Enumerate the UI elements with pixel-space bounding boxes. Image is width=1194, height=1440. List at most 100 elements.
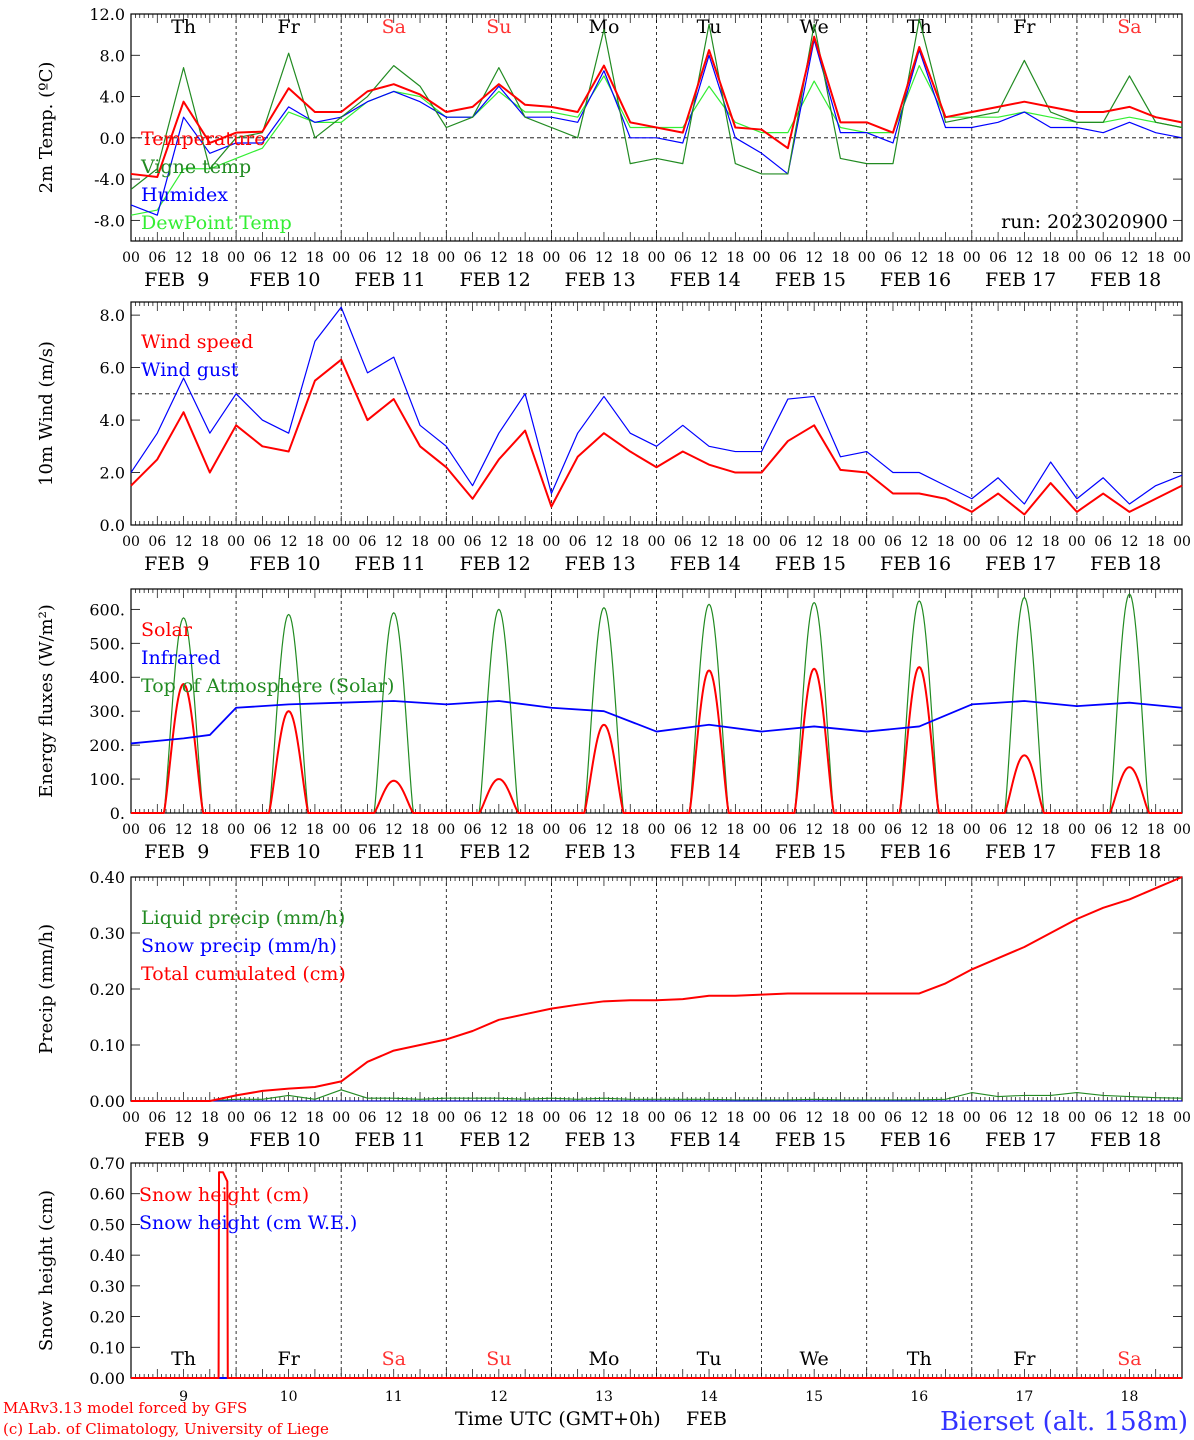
x-hour-label: 12 [910,1110,928,1126]
x-hour-label: 00 [648,822,666,838]
x-hour-label: 00 [437,822,455,838]
x-date-label: FEB 13 [565,841,636,863]
day-of-week-label: Fr [1013,16,1036,38]
x-hour-label: 00 [1068,534,1086,550]
x-hour-label: 00 [542,822,560,838]
x-date-label: FEB 9 [144,553,209,575]
x-hour-label: 00 [648,534,666,550]
legend-entry: Temperature [141,128,265,150]
panel-1: 12.0 8.0 4.0 0.0 -4.0 -8.0 2m Temp. (ºC) 00 06 12… [36,5,1191,291]
x-hour-label: 00 [963,1110,981,1126]
x-hour-label: 06 [569,1110,587,1126]
x-hour-label: 12 [385,822,403,838]
legend-entry: Vigne temp [140,156,251,178]
x-day-number: 10 [280,1389,298,1405]
x-hour-label: 00 [648,250,666,266]
x-axis-label: Time UTC (GMT+0h) [455,1408,661,1430]
day-of-week-label: Mo [588,1348,619,1370]
y-tick-label: 0.00 [89,1369,125,1388]
x-hour-label: 18 [201,534,219,550]
x-hour-label: 06 [989,534,1007,550]
x-hour-label: 06 [884,1110,902,1126]
x-date-label: FEB 11 [354,1129,425,1151]
x-hour-label: 12 [1015,250,1033,266]
legend-entry: Snow height (cm) [139,1184,309,1206]
x-hour-label: 06 [464,1110,482,1126]
x-date-label: FEB 11 [354,269,425,291]
run-label: run: 2023020900 [1001,211,1168,233]
y-tick-label: 0. [110,804,125,823]
x-hour-label: 06 [989,250,1007,266]
x-date-label: FEB 18 [1090,1129,1161,1151]
x-hour-label: 18 [937,822,955,838]
day-of-week-label: Su [486,16,511,38]
x-date-label: FEB 16 [880,1129,951,1151]
day-of-week-label: We [800,1348,829,1370]
x-hour-label: 06 [989,1110,1007,1126]
y-axis-label: Energy fluxes (W/m²) [36,604,57,798]
x-day-number: 18 [1121,1389,1139,1405]
x-hour-label: 06 [148,822,166,838]
y-tick-label: 0.60 [89,1185,125,1204]
x-day-number: 16 [910,1389,928,1405]
x-hour-label: 18 [937,534,955,550]
x-hour-label: 18 [726,1110,744,1126]
x-hour-label: 12 [595,250,613,266]
x-hour-label: 12 [175,822,193,838]
x-hour-label: 18 [621,1110,639,1126]
day-of-week-label: Th [907,1348,932,1370]
x-hour-label: 18 [306,250,324,266]
x-hour-label: 12 [1121,250,1139,266]
legend-entry: Solar [141,619,193,641]
x-date-label: FEB 10 [249,269,320,291]
day-of-week-label: Th [907,16,932,38]
x-hour-label: 12 [385,250,403,266]
x-day-number: 17 [1015,1389,1033,1405]
y-tick-label: 2.0 [100,464,125,483]
x-hour-label: 00 [122,534,140,550]
x-hour-label: 18 [306,534,324,550]
x-hour-label: 18 [201,1110,219,1126]
x-hour-label: 12 [175,250,193,266]
day-of-week-label: Tu [697,1348,722,1370]
x-hour-label: 18 [516,1110,534,1126]
x-hour-label: 06 [674,250,692,266]
x-date-label: FEB 16 [880,553,951,575]
x-hour-label: 18 [621,250,639,266]
x-hour-label: 06 [674,822,692,838]
x-hour-label: 12 [910,534,928,550]
x-date-label: FEB 11 [354,841,425,863]
y-tick-label: 0.10 [89,1036,125,1055]
series-line-vigne-temp [130,18,1183,190]
x-hour-label: 12 [490,822,508,838]
x-hour-label: 18 [832,534,850,550]
x-hour-label: 00 [1068,250,1086,266]
x-hour-label: 00 [542,534,560,550]
x-date-label: FEB 15 [775,841,846,863]
x-date-label: FEB 9 [144,841,209,863]
plot-frame [130,301,1183,526]
y-tick-label: 200. [89,736,125,755]
x-hour-label: 00 [753,250,771,266]
y-tick-label: 0.30 [89,1277,125,1296]
x-hour-label: 12 [280,822,298,838]
y-tick-label: 300. [89,702,125,721]
x-date-label: FEB 9 [144,269,209,291]
x-date-label: FEB 10 [249,841,320,863]
x-hour-label: 06 [1094,822,1112,838]
legend-entry: Humidex [141,184,228,206]
x-hour-label: 06 [779,250,797,266]
x-date-label: FEB 12 [459,1129,530,1151]
day-of-week-label: Th [171,1348,196,1370]
x-hour-label: 00 [122,250,140,266]
x-date-label: FEB 11 [354,553,425,575]
x-hour-label: 06 [884,822,902,838]
series-line-infrared [130,700,1183,745]
day-of-week-label: Mo [588,16,619,38]
x-hour-label: 18 [726,250,744,266]
day-of-week-label: Fr [1013,1348,1036,1370]
x-date-label: FEB 13 [565,269,636,291]
series-line-humidex [130,39,1183,216]
day-of-week-label: Sa [1117,16,1141,38]
x-hour-label: 12 [280,250,298,266]
